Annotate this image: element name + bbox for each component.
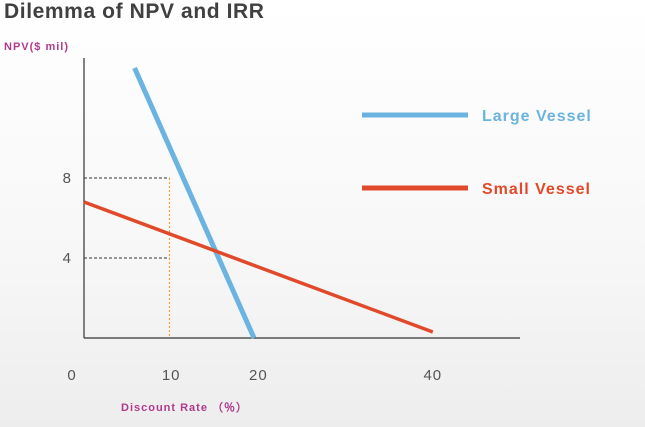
tick-labels: 0 10 20 40 8 4 (63, 170, 442, 384)
x-tick-label-10: 10 (162, 367, 181, 384)
x-tick-label-0: 0 (67, 367, 76, 384)
y-axis-label: NPV($ mil) (4, 41, 69, 53)
chart-title: Dilemma of NPV and IRR (4, 0, 265, 23)
series-lines (83, 66, 434, 340)
series-line-large-vessel (132, 66, 257, 340)
legend-label-large-vessel: Large Vessel (482, 108, 592, 125)
legend: Large Vessel Small Vessel (362, 108, 592, 198)
x-axis-label: Discount Rate （％） (121, 401, 248, 414)
x-tick-label-20: 20 (249, 367, 268, 384)
series-line-small-vessel (83, 200, 434, 334)
y-tick-label-8: 8 (63, 170, 72, 187)
reference-lines (84, 177, 171, 338)
y-tick-label-4: 4 (63, 250, 72, 267)
x-tick-label-40: 40 (423, 367, 442, 384)
axes (83, 58, 520, 339)
legend-label-small-vessel: Small Vessel (482, 181, 591, 198)
